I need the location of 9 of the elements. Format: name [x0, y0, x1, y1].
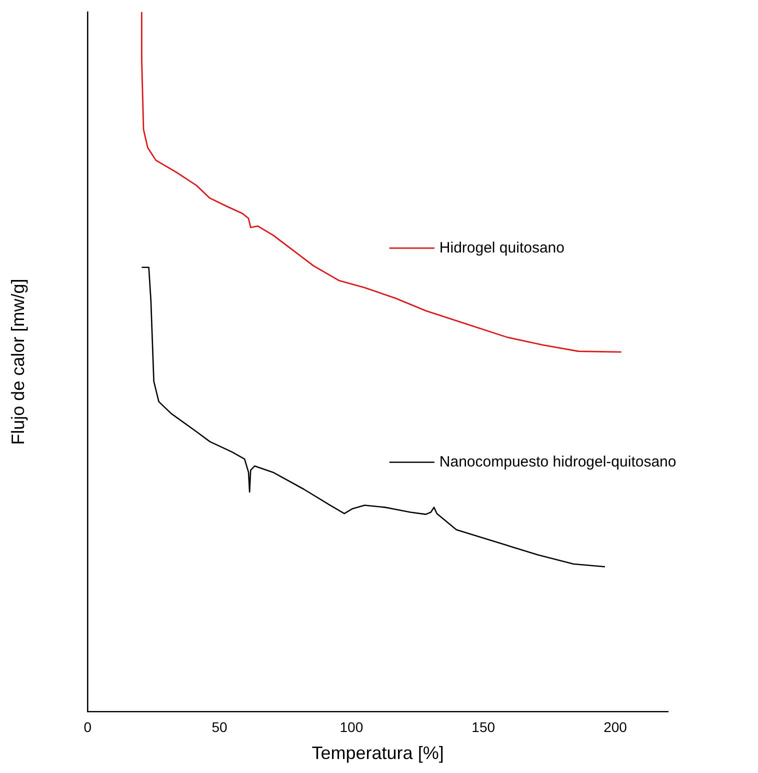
- x-axis-title: Temperatura [%]: [312, 743, 444, 764]
- x-tick-label: 50: [212, 718, 228, 735]
- x-tick-label: 0: [84, 718, 92, 735]
- legend-label: Hidrogel quitosano: [439, 239, 564, 256]
- legend-label: Nanocompuesto hidrogel-quitosano: [439, 453, 676, 470]
- x-tick-label: 200: [604, 718, 628, 735]
- x-tick-label: 100: [340, 718, 364, 735]
- x-tick-label: 150: [472, 718, 496, 735]
- y-axis-title: Flujo de calor [mw/g]: [8, 278, 28, 445]
